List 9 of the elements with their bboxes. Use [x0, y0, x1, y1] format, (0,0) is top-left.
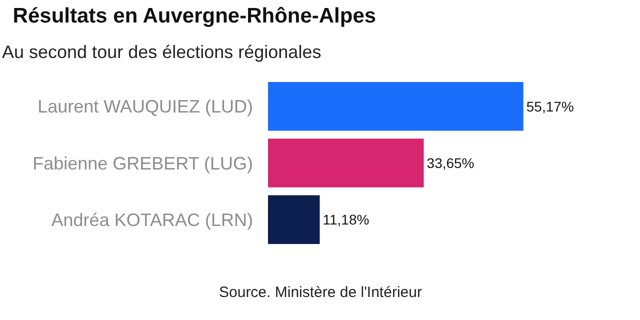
chart-subtitle: Au second tour des élections régionales: [2, 42, 322, 62]
data-label: 55,17%: [526, 98, 574, 114]
chart-title: Résultats en Auvergne-Rhône-Alpes: [12, 4, 376, 28]
data-label: 11,18%: [322, 212, 370, 228]
y-tick-label: Andréa KOTARAC (LRN): [51, 210, 253, 230]
y-tick-label: Fabienne GREBERT (LUG): [32, 153, 253, 174]
data-label: 33,65%: [426, 155, 474, 171]
source-note: Source. Ministère de l'Intérieur: [219, 284, 422, 301]
y-tick-label: Laurent WAUQUIEZ (LUD): [38, 96, 253, 117]
